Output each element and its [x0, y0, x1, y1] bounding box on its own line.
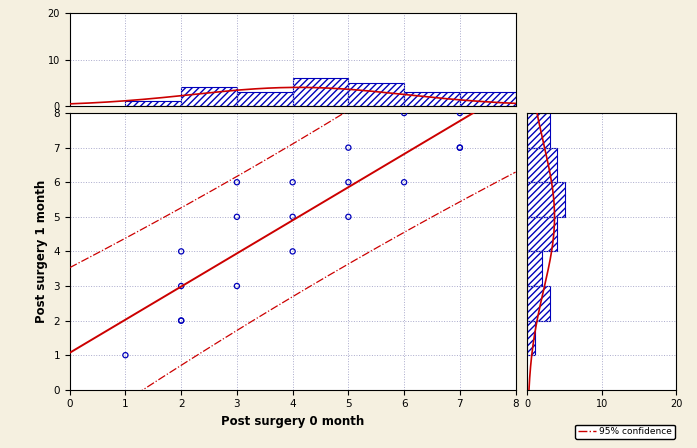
Point	[343, 179, 354, 186]
Bar	[528, 286, 550, 321]
Point	[176, 317, 187, 324]
Legend: 95% confidence: 95% confidence	[575, 425, 675, 439]
Point	[287, 213, 298, 220]
Point	[176, 282, 187, 289]
Point	[454, 144, 466, 151]
Bar	[528, 321, 535, 355]
Point	[176, 317, 187, 324]
Point	[343, 144, 354, 151]
Bar	[528, 217, 557, 251]
Y-axis label: Post surgery 1 month: Post surgery 1 month	[35, 180, 48, 323]
Bar	[125, 101, 181, 106]
Point	[454, 144, 466, 151]
Point	[399, 179, 410, 186]
Point	[176, 248, 187, 255]
Point	[120, 352, 131, 359]
Bar	[181, 87, 237, 106]
Bar	[237, 92, 293, 106]
Bar	[348, 82, 404, 106]
Bar	[528, 148, 557, 182]
Point	[287, 248, 298, 255]
Point	[231, 179, 243, 186]
Point	[399, 109, 410, 116]
Point	[231, 213, 243, 220]
Point	[343, 213, 354, 220]
Bar	[293, 78, 348, 106]
Bar	[528, 251, 542, 286]
Bar	[528, 113, 550, 148]
Point	[287, 179, 298, 186]
X-axis label: Post surgery 0 month: Post surgery 0 month	[221, 415, 365, 428]
Point	[454, 109, 466, 116]
Bar	[528, 182, 565, 217]
Bar	[404, 92, 460, 106]
Bar	[460, 92, 516, 106]
Point	[231, 282, 243, 289]
